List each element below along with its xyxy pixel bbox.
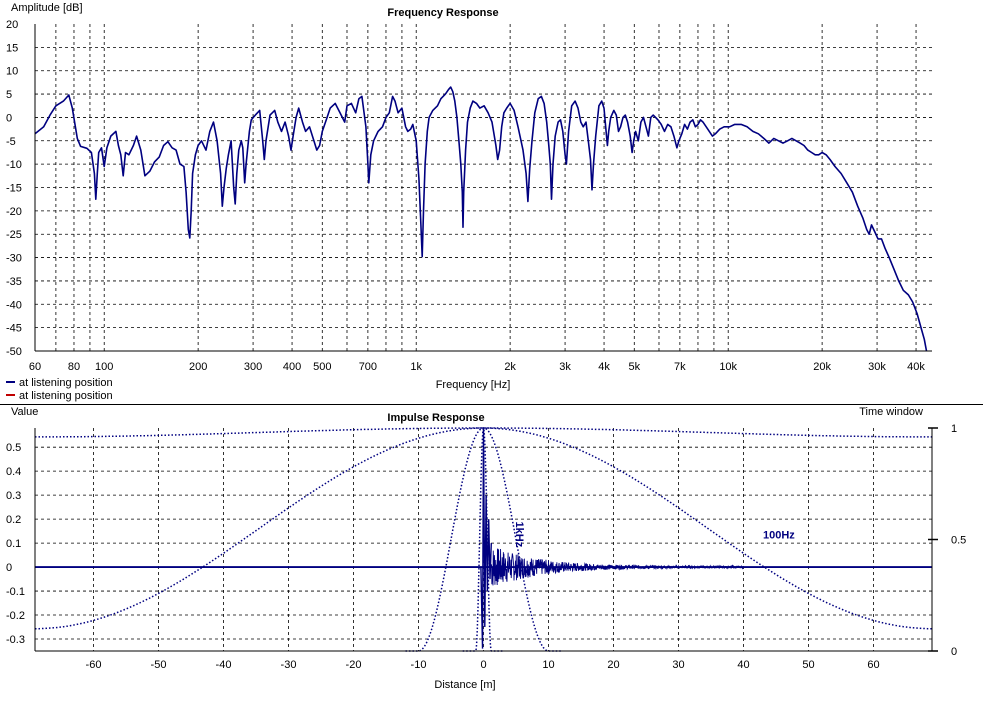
freq-x-tick-label: 80: [68, 361, 80, 373]
imp-x-axis-label: Distance [m]: [434, 679, 495, 691]
freq-y-tick-label: -35: [6, 276, 22, 288]
imp-x-tick-label: 60: [867, 659, 879, 671]
freq-x-tick-label: 700: [359, 361, 377, 373]
imp-y-tick-label: 0: [6, 562, 12, 574]
freq-y-tick-label: -45: [6, 323, 22, 335]
freq-y-tick-label: -15: [6, 183, 22, 195]
freq-x-tick-label: 100: [95, 361, 113, 373]
freq-x-tick-label: 30k: [868, 361, 886, 373]
imp-x-ticks: -60 -50 -40 -30 -20 -10 0 10 20 30 40 50 60: [86, 659, 880, 671]
freq-y-tick-label: -5: [6, 136, 16, 148]
legend-item-2[interactable]: at listening position: [6, 390, 113, 402]
imp-y-tick-label: 0.2: [6, 514, 21, 526]
freq-x-tick-label: 1k: [410, 361, 422, 373]
imp-y2-ticks: 10.50: [928, 423, 966, 658]
freq-x-tick-label: 3k: [559, 361, 571, 373]
freq-y-tick-label: 20: [6, 19, 18, 31]
freq-y-tick-label: 0: [6, 112, 12, 124]
freq-y-tick-label: 15: [6, 42, 18, 54]
imp-main-spike: [480, 427, 492, 649]
freq-x-tick-label: 40k: [907, 361, 925, 373]
imp-annotation-2: 100Hz: [763, 529, 795, 541]
imp-y2-tick-label: 1: [951, 423, 957, 435]
freq-y-tick-label: -30: [6, 253, 22, 265]
freq-x-tick-label: 200: [189, 361, 207, 373]
imp-y-ticks: 0.5 0.4 0.3 0.2 0.1 0 -0.1 -0.2 -0.3: [6, 442, 25, 646]
freq-x-tick-label: 400: [283, 361, 301, 373]
freq-legend[interactable]: at listening position at listening posit…: [6, 377, 113, 402]
freq-x-tick-label: 300: [244, 361, 262, 373]
imp-x-tick-label: -10: [411, 659, 427, 671]
imp-y-tick-label: 0.3: [6, 490, 21, 502]
freq-chart-title: Frequency Response: [387, 7, 498, 19]
freq-x-axis-label: Frequency [Hz]: [436, 379, 511, 391]
imp-x-tick-label: 0: [480, 659, 486, 671]
imp-y-tick-label: -0.1: [6, 586, 25, 598]
freq-y-tick-label: -50: [6, 346, 22, 358]
imp-grid: [35, 428, 932, 651]
frequency-response-chart[interactable]: Amplitude [dB] Frequency Response 20 15 10…: [6, 2, 932, 391]
imp-x-tick-label: 30: [672, 659, 684, 671]
freq-axes: [34, 24, 932, 352]
freq-x-tick-label: 7k: [674, 361, 686, 373]
imp-y-tick-label: 0.5: [6, 442, 21, 454]
impulse-response-chart[interactable]: Value Impulse Response Time window 0.50.…: [6, 406, 966, 691]
legend-item-1[interactable]: at listening position: [6, 377, 113, 389]
freq-x-tick-label: 5k: [628, 361, 640, 373]
imp-x-tick-label: -40: [216, 659, 232, 671]
freq-y-tick-label: 5: [6, 89, 12, 101]
imp-x-tick-label: 20: [607, 659, 619, 671]
freq-x-tick-label: 4k: [598, 361, 610, 373]
imp-x-tick-label: 50: [802, 659, 814, 671]
freq-y-tick-label: -40: [6, 299, 22, 311]
freq-y-tick-label: -10: [6, 159, 22, 171]
freq-x-tick-label: 500: [313, 361, 331, 373]
imp-x-tick-label: -20: [346, 659, 362, 671]
imp-y-tick-label: 0.1: [6, 538, 21, 550]
freq-grid: [35, 24, 932, 351]
freq-x-tick-label: 10k: [719, 361, 737, 373]
imp-y-tick-label: -0.3: [6, 634, 25, 646]
freq-y-ticks: 20 15 10 5 0 -5 -10 -15 -20 -25 -30 -35 -40 -45 -50: [6, 19, 22, 358]
legend-label-1: at listening position: [19, 377, 113, 389]
freq-x-tick-label: 2k: [504, 361, 516, 373]
imp-y2-tick-label: 0.5: [951, 535, 966, 547]
imp-y-axis-label: Value: [11, 406, 38, 418]
imp-y2-tick-label: 0: [951, 646, 957, 658]
freq-x-tick-label: 20k: [813, 361, 831, 373]
freq-series: [34, 86, 928, 352]
imp-x-tick-label: 10: [542, 659, 554, 671]
imp-chart-title: Impulse Response: [387, 412, 484, 424]
imp-annotations: 1kHz 100Hz: [513, 522, 795, 548]
freq-x-ticks: 60 80 100 200 300 400 500 700 1k 2k 3k 4k 5k 7k 10k 20k…: [29, 361, 926, 373]
freq-y-tick-label: 10: [6, 66, 18, 78]
imp-x-tick-label: -60: [86, 659, 102, 671]
imp-annotation-1: 1kHz: [513, 522, 525, 548]
imp-x-tick-label: -50: [151, 659, 167, 671]
imp-decay-tail: [490, 548, 744, 586]
freq-series-line-1: [34, 86, 928, 352]
freq-y-axis-label: Amplitude [dB]: [11, 2, 83, 14]
imp-series: [35, 427, 932, 649]
imp-y-tick-label: 0.4: [6, 466, 21, 478]
legend-label-2: at listening position: [19, 390, 113, 402]
freq-y-tick-label: -20: [6, 206, 22, 218]
freq-x-tick-label: 60: [29, 361, 41, 373]
imp-x-tick-label: 40: [737, 659, 749, 671]
freq-y-tick-label: -25: [6, 229, 22, 241]
imp-x-tick-label: -30: [281, 659, 297, 671]
imp-y-tick-label: -0.2: [6, 610, 25, 622]
imp-y2-axis-label: Time window: [859, 406, 923, 418]
